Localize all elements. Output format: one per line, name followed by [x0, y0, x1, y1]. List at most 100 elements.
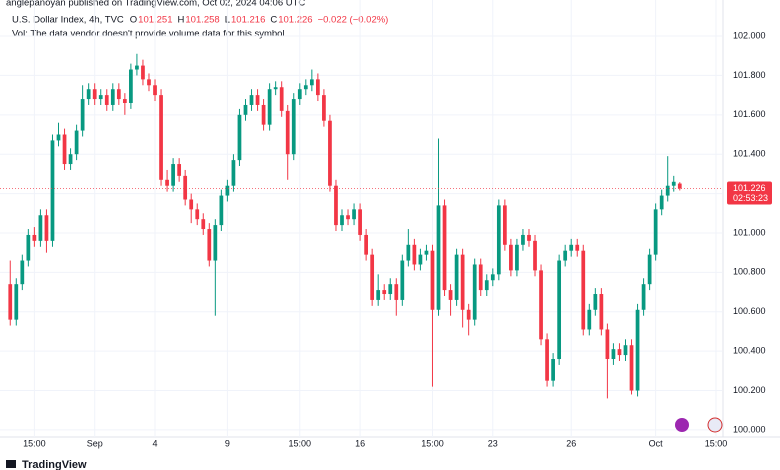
candle-body [340, 215, 344, 226]
y-tick-label: 101.400 [733, 149, 766, 159]
legend-key: C [270, 15, 277, 26]
candle-body [116, 89, 121, 100]
candle-body [38, 215, 43, 241]
candle-body [382, 290, 387, 295]
candle-body [545, 339, 549, 381]
candle-body [237, 114, 242, 161]
candle-body [557, 260, 562, 360]
candle-body [641, 284, 646, 310]
flag-icon[interactable] [707, 417, 723, 433]
candle-body [14, 284, 19, 320]
candle-body [44, 215, 49, 241]
candle-body [334, 185, 338, 226]
candle-body [68, 154, 73, 165]
brand-name: TradingView [22, 459, 87, 470]
candle-body [623, 345, 628, 356]
candle-body [20, 260, 25, 285]
candle-body [249, 95, 254, 105]
candle-body [472, 264, 477, 320]
x-tick-label: 15:00 [289, 438, 312, 448]
x-tick-label: Oct [649, 438, 664, 448]
candle-body [599, 294, 604, 330]
candle-body [647, 254, 652, 285]
candle-body [135, 65, 139, 70]
candle-body [593, 294, 598, 310]
candle-body [195, 209, 200, 220]
candle-body [279, 87, 284, 111]
x-tick-label: 16 [355, 438, 365, 448]
candle-body [605, 329, 610, 360]
events-icon[interactable] [675, 418, 689, 432]
candle-body [62, 134, 67, 165]
candle-body [177, 164, 182, 176]
candle-body [394, 284, 399, 300]
candle-body [231, 160, 236, 186]
y-tick-label: 101.600 [733, 109, 766, 119]
candle-body [92, 89, 97, 100]
price-tag-countdown: 02:53:23 [733, 193, 768, 203]
candle-body [539, 270, 543, 340]
candle-body [56, 134, 61, 141]
publisher-line: anglepanoyan published on TradingView.co… [6, 0, 305, 9]
candle-body [448, 290, 453, 300]
candle-body [213, 225, 218, 261]
price-tag-value: 101.226 [733, 183, 766, 193]
candle-body [478, 264, 483, 291]
volume-note: Vol: The data vendor doesn't provide vol… [12, 29, 287, 40]
candle-body [521, 234, 525, 245]
brand-logo [6, 460, 16, 468]
candle-body [635, 309, 640, 391]
candle-body [364, 234, 368, 255]
candle-body [346, 215, 350, 220]
candle-body [502, 205, 507, 245]
x-tick-label: Sep [87, 438, 103, 448]
candle-body [352, 209, 356, 220]
candle-body [370, 254, 375, 300]
candle-body [569, 244, 574, 251]
candle-body [551, 359, 555, 381]
candle-body [496, 205, 501, 275]
candle-body [50, 140, 55, 241]
candle-body [436, 205, 441, 310]
candle-body [611, 349, 616, 360]
candle-body [74, 130, 79, 155]
candle-body [207, 229, 212, 261]
candle-body [563, 250, 568, 261]
x-tick-label: 15:00 [421, 438, 444, 448]
candle-body [8, 284, 13, 320]
candle-body [189, 199, 194, 210]
candle-body [442, 205, 447, 291]
legend-value: 101.216 [231, 15, 265, 26]
candle-body [629, 345, 634, 391]
candle-body [153, 85, 157, 96]
candle-body [291, 99, 296, 155]
legend-value: 101.226 [278, 15, 312, 26]
candle-body [110, 89, 115, 105]
candle-body [400, 260, 405, 300]
candle-body [424, 250, 429, 255]
candle-body [527, 234, 531, 241]
candle-body [376, 290, 381, 300]
candle-body [581, 250, 586, 330]
candle-body [454, 254, 459, 300]
x-tick-label: 26 [566, 438, 576, 448]
y-tick-label: 102.000 [733, 30, 766, 40]
candle-body [86, 89, 91, 100]
candle-body [183, 175, 188, 200]
y-tick-label: 100.800 [733, 267, 766, 277]
candle-body [388, 284, 393, 295]
y-tick-label: 100.200 [733, 385, 766, 395]
candle-body [509, 244, 513, 271]
candle-body [328, 120, 332, 186]
legend-key: O [130, 15, 137, 26]
candle-body [273, 87, 278, 90]
y-tick-label: 100.600 [733, 306, 766, 316]
x-tick-label: 4 [153, 438, 158, 448]
candle-body [316, 79, 320, 96]
candle-body [659, 195, 664, 210]
legend-key: H [178, 15, 185, 26]
candle-body [309, 79, 314, 86]
plot-area [0, 0, 722, 437]
